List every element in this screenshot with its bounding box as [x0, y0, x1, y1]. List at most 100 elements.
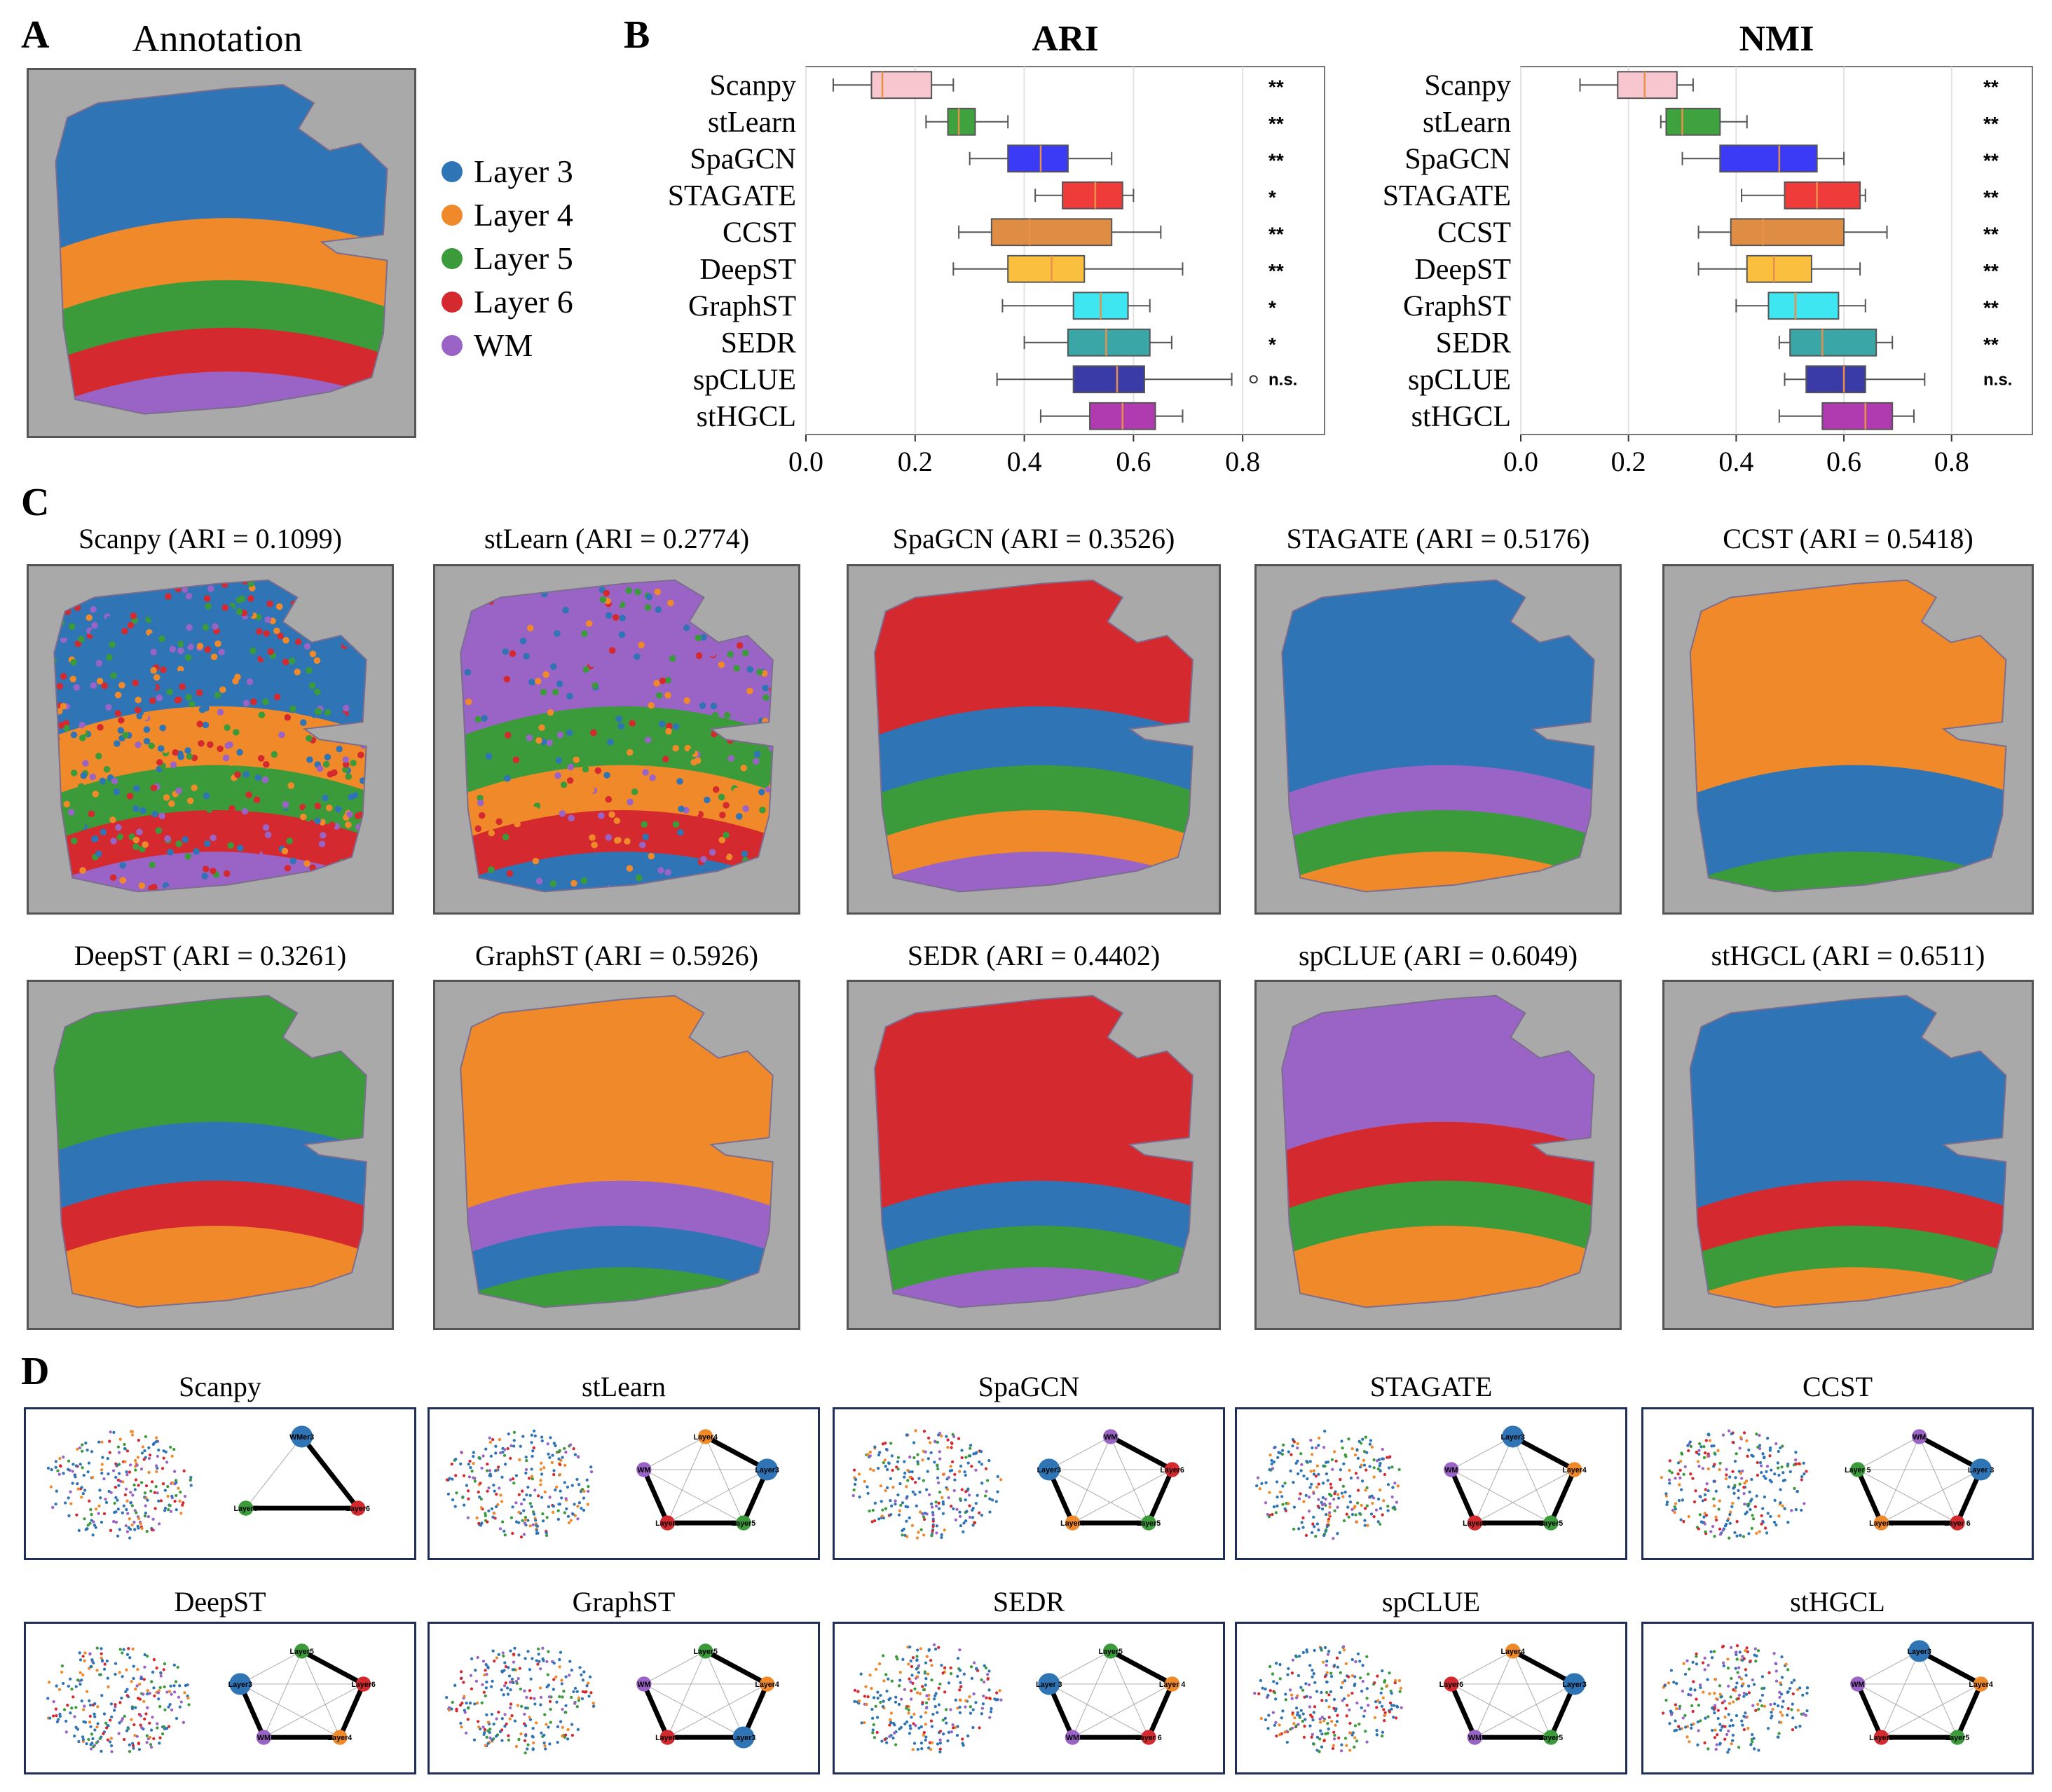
umap-point — [522, 1509, 526, 1512]
umap-point — [1801, 1693, 1805, 1697]
cluster-map-spot — [625, 587, 632, 594]
umap-point — [897, 1684, 901, 1688]
umap-point — [1685, 1735, 1689, 1739]
umap-point — [1676, 1472, 1680, 1476]
umap-point — [548, 1496, 552, 1499]
umap-point — [486, 1729, 490, 1732]
umap-point — [545, 1531, 548, 1535]
umap-point — [570, 1733, 575, 1737]
umap-point — [1713, 1463, 1716, 1466]
umap-point — [881, 1508, 884, 1512]
cluster-map-spot — [753, 758, 760, 765]
cluster-map-outline — [873, 579, 1194, 893]
umap-point — [925, 1694, 929, 1697]
cluster-map-spot — [286, 837, 293, 844]
umap-point — [964, 1519, 968, 1523]
umap-point — [958, 1711, 962, 1715]
umap-point — [958, 1688, 962, 1692]
umap-point — [58, 1456, 62, 1461]
umap-point — [167, 1705, 170, 1709]
umap-point — [914, 1481, 917, 1484]
umap-point — [987, 1458, 991, 1463]
paga-node — [1103, 1643, 1119, 1659]
cluster-map-spot — [314, 802, 322, 809]
umap-point — [1795, 1489, 1800, 1493]
umap-point — [1315, 1485, 1319, 1489]
umap-point — [1805, 1686, 1810, 1690]
umap-point — [55, 1720, 60, 1723]
umap-point — [1731, 1723, 1735, 1728]
paga-node-label: Layer5 — [289, 1648, 314, 1656]
umap-point — [62, 1455, 65, 1459]
umap-point — [877, 1453, 881, 1457]
umap-point — [100, 1468, 104, 1472]
plot-area — [1520, 66, 2033, 435]
umap-point — [102, 1667, 107, 1671]
cluster-map-spot — [55, 664, 62, 672]
umap-point — [926, 1470, 929, 1473]
umap-point — [868, 1509, 871, 1513]
umap-point — [486, 1721, 491, 1724]
umap-point — [1714, 1697, 1718, 1701]
cluster-map-spot — [298, 683, 306, 690]
umap-point — [909, 1727, 912, 1730]
cluster-map-spot — [287, 782, 295, 789]
umap-point — [1348, 1749, 1352, 1752]
umap-point — [933, 1694, 937, 1697]
umap-point — [91, 1533, 95, 1537]
cluster-map-spot — [354, 798, 362, 805]
umap-point — [876, 1696, 880, 1700]
cluster-map-spot — [341, 743, 349, 750]
umap-point — [1682, 1472, 1685, 1476]
umap-point — [1695, 1652, 1698, 1656]
paga-edge — [264, 1683, 364, 1738]
umap-point — [1693, 1688, 1697, 1692]
umap-paga-panel: Layer5 Layer 4 Layer 6 WM Layer 3 — [833, 1622, 1225, 1774]
umap-point — [500, 1475, 504, 1479]
cluster-map-spot — [294, 638, 302, 645]
umap-point — [143, 1449, 146, 1453]
cluster-map-spot — [57, 722, 65, 729]
umap-point — [509, 1516, 514, 1519]
umap-point — [534, 1519, 538, 1522]
umap-point — [1274, 1721, 1278, 1725]
umap-point — [916, 1462, 920, 1466]
umap-point — [1766, 1512, 1770, 1515]
umap-point — [1768, 1449, 1772, 1452]
umap-title: spCLUE — [1382, 1586, 1480, 1617]
cluster-map-spot — [276, 863, 283, 870]
cluster-map-spot — [594, 767, 602, 774]
umap-point — [959, 1464, 963, 1468]
umap-point — [877, 1517, 881, 1521]
cluster-map-spot — [130, 612, 137, 620]
paga-edge — [643, 1436, 706, 1470]
umap-point — [926, 1672, 930, 1676]
umap-point — [528, 1716, 531, 1719]
umap-point — [1777, 1514, 1781, 1518]
category-label: stHGCL — [697, 401, 796, 433]
umap-point — [1678, 1459, 1683, 1463]
umap-point — [1777, 1735, 1780, 1739]
umap-point — [577, 1483, 581, 1486]
paga-node — [636, 1676, 652, 1692]
umap-point — [523, 1689, 526, 1692]
umap-point — [556, 1725, 560, 1728]
cluster-map-spot — [345, 773, 353, 780]
umap-point — [182, 1469, 186, 1472]
cluster-map-spot — [559, 810, 566, 817]
cluster-map-spot — [605, 834, 613, 841]
umap-point — [1761, 1507, 1765, 1510]
paga-node-label: Layer6 — [346, 1505, 370, 1513]
umap-point — [1728, 1429, 1731, 1432]
umap-point — [124, 1487, 128, 1491]
umap-point — [1307, 1683, 1311, 1687]
umap-point — [1268, 1664, 1272, 1669]
paga-node-label: Layer4 — [1562, 1466, 1587, 1475]
umap-point — [82, 1473, 86, 1477]
umap-point — [163, 1509, 167, 1512]
umap-point — [445, 1478, 449, 1482]
umap-point — [524, 1751, 527, 1755]
umap-point — [125, 1729, 129, 1732]
umap-point — [962, 1530, 965, 1533]
umap-point — [1329, 1671, 1333, 1675]
